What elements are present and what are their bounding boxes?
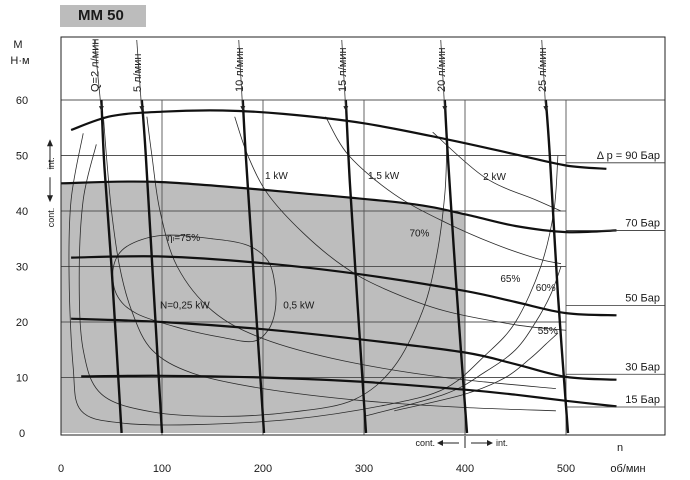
model-title: MM 50 xyxy=(78,7,124,24)
flow-leader xyxy=(341,39,347,112)
y-tick-label: 50 xyxy=(16,151,28,163)
torque-curve xyxy=(60,180,617,234)
flow-arrow xyxy=(139,106,145,112)
power-label: N=0,25 kW xyxy=(160,301,210,312)
plot-frame xyxy=(60,36,666,436)
torque-label: 15 Бар xyxy=(625,394,660,406)
power-layer xyxy=(103,116,567,412)
flow-label: 25 л/мин xyxy=(537,47,549,92)
flow-leader xyxy=(440,39,446,112)
torque-layer xyxy=(60,109,617,408)
flow-label: 15 л/мин xyxy=(337,47,349,92)
efficiency-curve xyxy=(78,144,448,417)
efficiency-curve xyxy=(394,332,559,412)
y-tick-label: 60 xyxy=(16,95,28,107)
y-tick-label: 40 xyxy=(16,206,28,218)
power-label: 0,5 kW xyxy=(283,301,315,312)
flow-line xyxy=(241,99,266,434)
flow-line xyxy=(544,99,570,434)
torque-curve xyxy=(71,317,617,381)
cont-label: cont. xyxy=(46,208,56,228)
power-curve xyxy=(432,131,562,212)
flow-line xyxy=(100,99,123,434)
flow-label: 20 л/мин xyxy=(436,47,448,92)
x-tick-label: 300 xyxy=(355,463,373,475)
efficiency-curve xyxy=(363,266,562,417)
flow-leader xyxy=(93,39,102,112)
model-tag-background xyxy=(60,5,146,27)
y-tick-label: 0 xyxy=(19,428,25,440)
power-curve xyxy=(234,116,567,331)
torque-label: 30 Бар xyxy=(625,361,660,373)
int-arrow xyxy=(47,139,53,147)
efficiency-layer xyxy=(68,133,562,426)
y-tick-label: 30 xyxy=(16,262,28,274)
flow-arrow xyxy=(98,106,104,112)
flow-line xyxy=(140,99,164,434)
cont-arrow-bottom xyxy=(437,440,443,446)
cont-label-bottom: cont. xyxy=(415,438,435,448)
int-label: int. xyxy=(46,157,56,169)
flow-leader xyxy=(541,39,547,112)
torque-label: 50 Бар xyxy=(625,292,660,304)
int-arrow-bottom xyxy=(487,440,493,446)
y-axis-label: M xyxy=(13,39,22,51)
flow-arrow xyxy=(343,106,349,112)
efficiency-label: ηₗ=75% xyxy=(167,233,200,244)
flow-line xyxy=(443,99,469,434)
flow-arrow xyxy=(442,106,448,112)
power-curve xyxy=(146,116,556,389)
torque-label: Δ p = 90 Бар xyxy=(597,150,660,162)
torque-curve xyxy=(70,109,607,170)
y-axis-unit: Н·м xyxy=(10,55,29,67)
x-tick-label: 200 xyxy=(254,463,272,475)
torque-curve xyxy=(81,374,617,408)
x-axis-unit: об/мин xyxy=(610,463,645,475)
flow-layer xyxy=(100,99,570,434)
x-axis-label: n xyxy=(617,442,623,454)
y-tick-label: 10 xyxy=(16,373,28,385)
efficiency-label: 55% xyxy=(538,326,558,337)
int-label-bottom: int. xyxy=(496,438,508,448)
power-label: 1 kW xyxy=(265,171,288,182)
torque-curve xyxy=(71,255,617,317)
power-label: 1,5 kW xyxy=(368,171,400,182)
efficiency-label: 60% xyxy=(536,283,556,294)
flow-line xyxy=(344,99,368,434)
axes-layer xyxy=(60,36,666,436)
power-label: 2 kW xyxy=(483,172,506,183)
flow-leader xyxy=(238,39,244,112)
flow-label: 5 л/мин xyxy=(132,54,144,92)
efficiency-label: 70% xyxy=(409,229,429,240)
labels-layer: ηₗ=75% 70% 65% 60% 55% N=0,25 kW 0,5 kW 1 kW 1,5… xyxy=(10,39,665,475)
flow-leader xyxy=(136,39,143,112)
x-tick-label: 400 xyxy=(456,463,474,475)
x-tick-label: 100 xyxy=(153,463,171,475)
flow-arrow xyxy=(240,106,246,112)
power-curve xyxy=(103,116,556,412)
y-tick-label: 20 xyxy=(16,317,28,329)
flow-arrow xyxy=(543,106,549,112)
efficiency-label: 65% xyxy=(500,274,520,285)
torque-label: 70 Бар xyxy=(625,218,660,230)
x-tick-label: 0 xyxy=(58,463,64,475)
cont-arrow xyxy=(47,195,53,203)
flow-label: 10 л/мин xyxy=(234,47,246,92)
x-tick-label: 500 xyxy=(557,463,575,475)
efficiency-curve xyxy=(68,133,559,426)
